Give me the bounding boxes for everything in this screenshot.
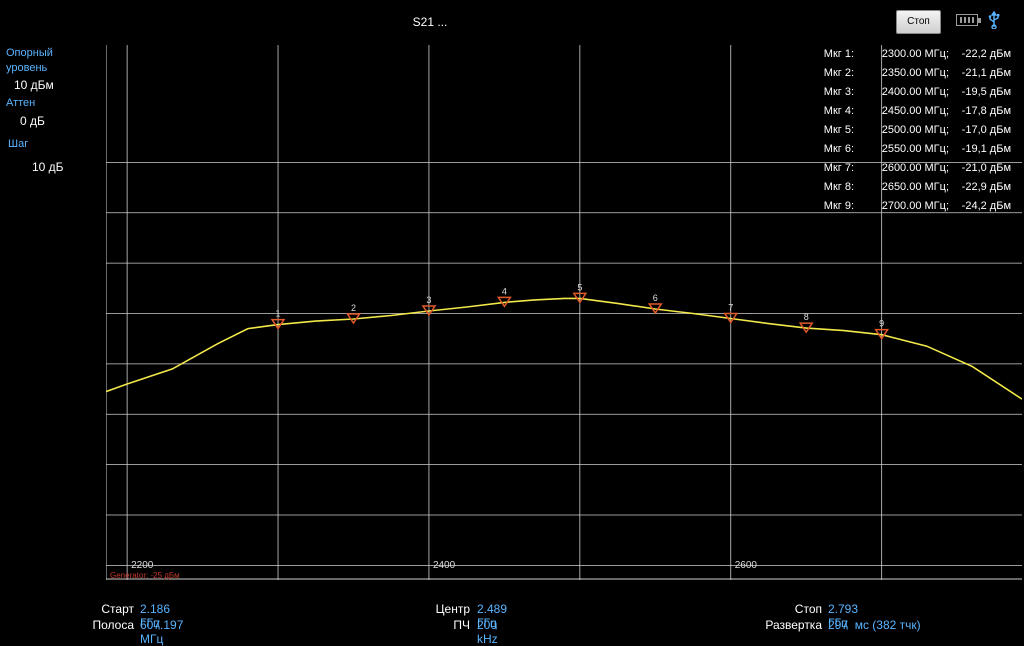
stop-freq-value[interactable]: 2.793 ГГц — [828, 602, 859, 630]
marker-triangle-5 — [572, 292, 588, 304]
stop-freq-label[interactable]: Стоп — [794, 602, 822, 616]
center-value[interactable]: 2.489 ГГц — [477, 602, 508, 630]
marker-name: Мкг 5: — [823, 123, 854, 136]
marker-freq: 2450.00 МГц; — [881, 104, 949, 117]
start-value[interactable]: 2.186 ГГц — [140, 602, 171, 630]
marker-number: 2 — [351, 303, 356, 313]
marker-freq: 2350.00 МГц; — [881, 66, 949, 79]
marker-row-9: Мкг 9: 2700.00 МГц; -24,2 дБм — [818, 196, 1018, 215]
usb-icon — [988, 11, 1000, 29]
marker-value: -21,0 дБм — [961, 161, 1011, 174]
marker-triangle-3 — [421, 305, 437, 317]
stop-button[interactable]: Стоп — [896, 10, 941, 34]
marker-freq: 2550.00 МГц; — [881, 142, 949, 155]
marker-table: Мкг 1: 2300.00 МГц; -22,2 дБм Мкг 2: 2350.00… — [818, 44, 1018, 215]
marker-number: 5 — [577, 282, 582, 292]
marker-value: -21,1 дБм — [961, 66, 1011, 79]
marker-name: Мкг 1: — [823, 47, 854, 60]
marker-name: Мкг 4: — [823, 104, 854, 117]
step-label[interactable]: Шаг — [8, 138, 29, 150]
marker-freq: 2300.00 МГц; — [881, 47, 949, 60]
marker-value: -24,2 дБм — [961, 199, 1011, 212]
marker-number: 1 — [276, 309, 281, 319]
grid — [106, 45, 1022, 580]
marker-triangle-9 — [874, 328, 890, 341]
marker-row-7: Мкг 7: 2600.00 МГц; -21,0 дБм — [818, 158, 1018, 177]
x-axis-labels: 2200 2400 2600 — [131, 560, 757, 571]
marker-freq: 2600.00 МГц; — [881, 161, 949, 174]
marker-name: Мкг 2: — [823, 66, 854, 79]
span-label[interactable]: Полоса — [92, 618, 134, 632]
marker-name: Мкг 9: — [823, 199, 854, 212]
center-label[interactable]: Центр — [435, 602, 470, 616]
marker-triangle-1 — [270, 318, 286, 330]
marker-triangle-6 — [647, 303, 663, 315]
marker-row-6: Мкг 6: 2550.00 МГц; -19,1 дБм — [818, 139, 1018, 158]
ref-level-value[interactable]: 10 дБм — [14, 78, 54, 92]
marker-value: -22,9 дБм — [961, 180, 1011, 193]
sweep-label[interactable]: Развертка — [765, 618, 822, 632]
marker-freq: 2700.00 МГц; — [881, 199, 949, 212]
marker-number: 3 — [426, 295, 431, 305]
marker-row-5: Мкг 5: 2500.00 МГц; -17,0 дБм — [818, 120, 1018, 139]
marker-value: -22,2 дБм — [961, 47, 1011, 60]
marker-glyphs: 1 2 3 4 5 6 7 8 9 — [270, 282, 890, 341]
marker-name: Мкг 7: — [823, 161, 854, 174]
start-label[interactable]: Старт — [101, 602, 134, 616]
marker-value: -17,8 дБм — [961, 104, 1011, 117]
marker-row-8: Мкг 8: 2650.00 МГц; -22,9 дБм — [818, 177, 1018, 196]
marker-number: 9 — [879, 319, 884, 329]
marker-number: 6 — [653, 293, 658, 303]
battery-icon — [956, 14, 981, 26]
marker-value: -19,5 дБм — [961, 85, 1011, 98]
marker-name: Мкг 6: — [823, 142, 854, 155]
trace-line — [106, 297, 1022, 400]
if-value[interactable]: 200 kHz — [477, 618, 498, 646]
step-value[interactable]: 10 дБ — [32, 160, 64, 174]
marker-freq: 2500.00 МГц; — [881, 123, 949, 136]
atten-label[interactable]: Аттен — [6, 97, 36, 109]
marker-triangle-8 — [798, 322, 814, 334]
marker-freq: 2400.00 МГц; — [881, 85, 949, 98]
if-label[interactable]: ПЧ — [453, 618, 470, 632]
ref-level-label[interactable]: Опорный уровень — [6, 47, 53, 74]
marker-row-3: Мкг 3: 2400.00 МГц; -19,5 дБм — [818, 82, 1018, 101]
marker-name: Мкг 8: — [823, 180, 854, 193]
marker-number: 8 — [804, 312, 809, 322]
marker-triangle-7 — [723, 312, 739, 324]
marker-number: 4 — [502, 286, 507, 296]
marker-name: Мкг 3: — [823, 85, 854, 98]
x-tick-label: 2600 — [735, 560, 758, 571]
x-tick-label: 2200 — [131, 560, 154, 571]
marker-triangle-4 — [496, 296, 512, 308]
marker-number: 7 — [728, 303, 733, 313]
marker-value: -17,0 дБм — [961, 123, 1011, 136]
marker-row-4: Мкг 4: 2450.00 МГц; -17,8 дБм — [818, 101, 1018, 120]
atten-value[interactable]: 0 дБ — [20, 114, 45, 128]
marker-row-1: Мкг 1: 2300.00 МГц; -22,2 дБм — [818, 44, 1018, 63]
marker-triangle-2 — [346, 313, 361, 325]
marker-value: -19,1 дБм — [961, 142, 1011, 155]
trace-title: S21 ... — [412, 15, 448, 29]
x-tick-label: 2400 — [433, 560, 456, 571]
generator-text: Generator: -25 дБм — [110, 571, 180, 580]
marker-row-2: Мкг 2: 2350.00 МГц; -21,1 дБм — [818, 63, 1018, 82]
span-value[interactable]: 607.197 МГц — [140, 618, 184, 646]
sweep-value[interactable]: 297 мс (382 тчк) — [828, 618, 921, 632]
marker-freq: 2650.00 МГц; — [881, 180, 949, 193]
